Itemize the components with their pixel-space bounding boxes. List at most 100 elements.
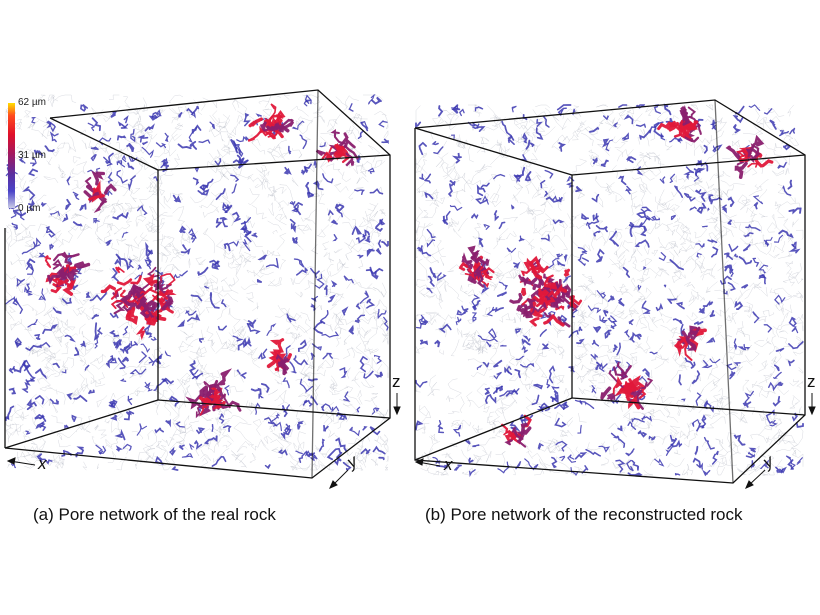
network-branch bbox=[58, 439, 71, 448]
network-branch bbox=[445, 314, 456, 320]
network-branch bbox=[146, 328, 153, 339]
network-branch bbox=[250, 387, 262, 395]
network-branch bbox=[467, 319, 476, 325]
network-branch bbox=[30, 194, 47, 213]
network-branch bbox=[447, 183, 453, 197]
network-branch bbox=[590, 156, 597, 168]
network-branch bbox=[152, 214, 173, 222]
network-branch bbox=[520, 362, 535, 368]
network-branch bbox=[339, 367, 348, 379]
network-branch bbox=[736, 321, 746, 338]
network-branch bbox=[377, 298, 389, 314]
network-branch bbox=[98, 429, 108, 439]
network-branch bbox=[259, 179, 265, 185]
network-branch bbox=[222, 245, 227, 259]
network-branch bbox=[135, 154, 149, 168]
network-branch bbox=[641, 258, 653, 267]
network-branch bbox=[612, 344, 618, 353]
network-branch bbox=[10, 212, 17, 219]
network-branch bbox=[674, 217, 680, 223]
network-branch bbox=[792, 395, 801, 405]
network-branch bbox=[371, 393, 379, 395]
network-branch bbox=[703, 401, 709, 410]
network-branch bbox=[684, 281, 695, 289]
network-branch bbox=[236, 329, 247, 339]
network-branch bbox=[386, 455, 389, 462]
network-branch bbox=[84, 176, 93, 189]
network-branch bbox=[28, 347, 43, 357]
network-branch bbox=[368, 347, 379, 355]
network-branch bbox=[96, 463, 99, 470]
network-branch bbox=[283, 94, 290, 100]
network-branch bbox=[161, 445, 168, 461]
network-branch bbox=[774, 304, 785, 313]
network-branch bbox=[283, 345, 291, 361]
network-branch bbox=[783, 144, 792, 151]
network-branch bbox=[446, 167, 459, 180]
network-branch bbox=[464, 165, 485, 192]
network-branch bbox=[483, 224, 491, 230]
network-branch bbox=[128, 175, 136, 191]
network-branch bbox=[55, 335, 65, 344]
network-branch bbox=[518, 422, 528, 437]
network-branch bbox=[198, 338, 205, 343]
network-branch bbox=[628, 394, 641, 410]
network-branch bbox=[489, 141, 503, 150]
network-branch bbox=[470, 195, 474, 202]
network-branch bbox=[135, 214, 145, 227]
network-branch bbox=[144, 300, 153, 318]
network-branch bbox=[341, 171, 351, 183]
network-branch bbox=[258, 392, 265, 399]
network-branch bbox=[327, 294, 336, 303]
network-branch bbox=[648, 435, 666, 444]
network-branch bbox=[165, 457, 175, 466]
network-branch bbox=[369, 188, 384, 195]
network-branch bbox=[619, 386, 634, 399]
network-branch bbox=[473, 110, 482, 117]
network-branch bbox=[22, 186, 36, 201]
panel-b-caption: (b) Pore network of the reconstructed ro… bbox=[425, 505, 743, 524]
network-branch bbox=[46, 122, 56, 133]
network-branch bbox=[302, 399, 314, 407]
network-branch bbox=[13, 228, 21, 238]
network-branch bbox=[759, 213, 768, 218]
network-branch bbox=[442, 109, 452, 116]
network-branch bbox=[609, 258, 621, 271]
network-branch bbox=[46, 203, 56, 212]
network-branch bbox=[207, 172, 230, 191]
network-branch bbox=[655, 302, 664, 312]
network-branch bbox=[111, 242, 120, 256]
network-branch bbox=[92, 307, 102, 312]
network-branch bbox=[691, 370, 701, 385]
network-branch bbox=[654, 357, 669, 369]
network-branch bbox=[41, 454, 60, 464]
network-branch bbox=[550, 394, 559, 404]
network-branch bbox=[294, 224, 309, 231]
network-branch bbox=[587, 278, 595, 284]
network-branch bbox=[651, 318, 658, 328]
network-branch bbox=[563, 220, 568, 237]
network-branch bbox=[614, 228, 623, 237]
network-branch bbox=[463, 342, 474, 350]
network-branch bbox=[539, 247, 560, 260]
network-branch bbox=[745, 451, 756, 459]
network-branch bbox=[359, 290, 370, 304]
network-branch bbox=[298, 392, 311, 398]
network-branch bbox=[252, 418, 262, 436]
network-branch bbox=[425, 206, 438, 218]
network-branch bbox=[189, 443, 195, 450]
network-branch bbox=[20, 223, 36, 235]
network-branch bbox=[139, 188, 158, 207]
network-branch bbox=[476, 330, 486, 343]
network-branch bbox=[95, 444, 103, 455]
network-branch bbox=[80, 129, 87, 135]
network-branch bbox=[556, 253, 563, 259]
network-branch bbox=[657, 120, 676, 131]
network-branch bbox=[124, 202, 146, 213]
network-branch bbox=[419, 404, 429, 417]
network-branch bbox=[666, 223, 676, 236]
network-branch bbox=[69, 168, 75, 179]
network-branch bbox=[155, 355, 163, 365]
network-branch bbox=[635, 333, 642, 340]
panel-a-caption: (a) Pore network of the real rock bbox=[33, 505, 276, 524]
